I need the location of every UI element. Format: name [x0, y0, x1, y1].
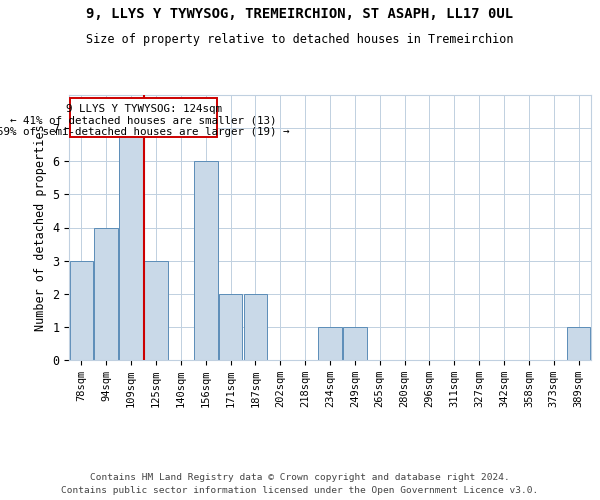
Bar [318, 327, 342, 360]
Text: Size of property relative to detached houses in Tremeirchion: Size of property relative to detached ho… [86, 32, 514, 46]
Bar [219, 294, 242, 360]
Y-axis label: Number of detached properties: Number of detached properties [34, 124, 47, 331]
Text: ← 41% of detached houses are smaller (13): ← 41% of detached houses are smaller (13… [10, 116, 277, 126]
Bar [244, 294, 267, 360]
Text: Contains HM Land Registry data © Crown copyright and database right 2024.
Contai: Contains HM Land Registry data © Crown c… [61, 474, 539, 495]
Bar [194, 161, 218, 360]
Text: 59% of semi-detached houses are larger (19) →: 59% of semi-detached houses are larger (… [0, 127, 290, 137]
Text: 9, LLYS Y TYWYSOG, TREMEIRCHION, ST ASAPH, LL17 0UL: 9, LLYS Y TYWYSOG, TREMEIRCHION, ST ASAP… [86, 8, 514, 22]
Bar [94, 228, 118, 360]
Bar [70, 260, 93, 360]
Bar [144, 260, 168, 360]
Bar [119, 128, 143, 360]
FancyBboxPatch shape [70, 98, 217, 138]
Bar [567, 327, 590, 360]
Text: 9 LLYS Y TYWYSOG: 124sqm: 9 LLYS Y TYWYSOG: 124sqm [65, 104, 221, 114]
Bar [343, 327, 367, 360]
